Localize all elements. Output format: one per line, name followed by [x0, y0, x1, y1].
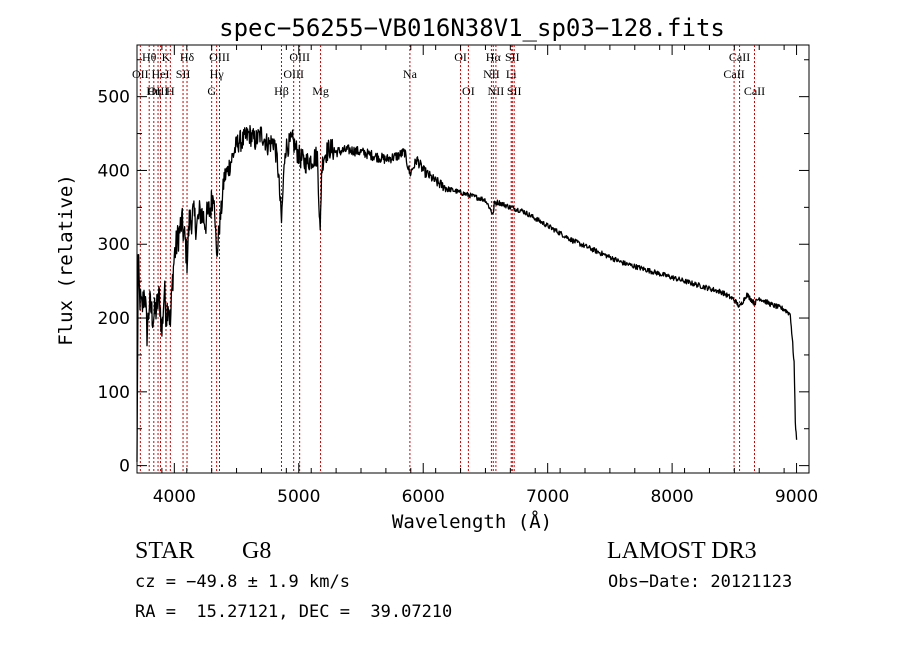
line-marker-label-1: Hθ — [142, 50, 157, 64]
line-marker-label-2: Hη — [146, 84, 161, 98]
y-tick-label-300: 300 — [98, 235, 130, 255]
line-marker-label-21: NII — [488, 84, 505, 98]
line-markers — [139, 45, 755, 473]
line-marker-label-0: OII — [132, 67, 149, 81]
line-marker-label-11: OIII — [209, 50, 230, 64]
y-tick-label-0: 0 — [119, 457, 130, 477]
line-marker-label-19: NII — [483, 67, 500, 81]
line-marker-label-8: Hδ — [180, 50, 195, 64]
line-marker-label-13: OIII — [283, 67, 304, 81]
line-marker-label-5: K — [162, 50, 171, 64]
axis-ticks: 4000 5000 6000 7000 8000 9000 0 100 200 300 400 500 — [98, 45, 818, 507]
line-marker-label-26: CaII — [729, 50, 750, 64]
y-tick-label-100: 100 — [98, 383, 130, 403]
line-marker-label-18: OI — [462, 84, 475, 98]
spectrum-line — [136, 124, 798, 462]
line-marker-label-27: CaII — [744, 84, 765, 98]
observation-date: Obs−Date: 20121123 — [608, 572, 793, 592]
object-subclass: G8 — [242, 538, 272, 564]
line-marker-label-9: G — [207, 84, 216, 98]
x-tick-label-8000: 8000 — [650, 487, 693, 507]
line-marker-label-10: Hγ — [210, 67, 225, 81]
line-marker-label-4: HeI — [152, 67, 170, 81]
line-marker-label-3: OIII — [148, 84, 169, 98]
line-marker-label-17: OI — [454, 50, 467, 64]
y-tick-label-500: 500 — [98, 88, 130, 108]
survey-name: LAMOST DR3 — [607, 538, 757, 564]
line-marker-label-24: SII — [507, 84, 522, 98]
y-axis-label: Flux (relative) — [55, 174, 77, 346]
x-tick-label-6000: 6000 — [402, 487, 445, 507]
line-marker-label-25: CaII — [723, 67, 744, 81]
line-marker-label-16: Na — [403, 67, 418, 81]
line-marker-label-7: SII — [176, 67, 191, 81]
line-marker-label-12: Hβ — [274, 84, 289, 98]
object-class: STAR — [135, 538, 195, 564]
y-tick-label-400: 400 — [98, 161, 130, 181]
x-tick-label-4000: 4000 — [153, 487, 196, 507]
x-tick-label-5000: 5000 — [277, 487, 320, 507]
line-marker-label-20: Hα — [486, 50, 502, 64]
x-tick-label-9000: 9000 — [775, 487, 818, 507]
x-tick-label-7000: 7000 — [526, 487, 569, 507]
line-marker-label-6: H — [166, 84, 175, 98]
y-tick-label-200: 200 — [98, 309, 130, 329]
x-axis-label: Wavelength (Å) — [392, 510, 552, 533]
line-marker-labels: OIIHθHηOIIIHeIKHSIIHδGHγOIIIHβOIIIOIIIMg… — [132, 50, 765, 98]
coordinates: RA = 15.27121, DEC = 39.07210 — [135, 602, 453, 622]
line-marker-label-23: SII — [505, 50, 520, 64]
line-marker-label-14: OIII — [289, 50, 310, 64]
redshift-value: cz = −49.8 ± 1.9 km/s — [135, 572, 350, 592]
chart-title: spec−56255−VB016N38V1_sp03−128.fits — [219, 14, 725, 42]
line-marker-label-15: Mg — [312, 84, 329, 98]
plot-frame — [136, 44, 810, 474]
line-marker-label-22: Li — [506, 67, 517, 81]
